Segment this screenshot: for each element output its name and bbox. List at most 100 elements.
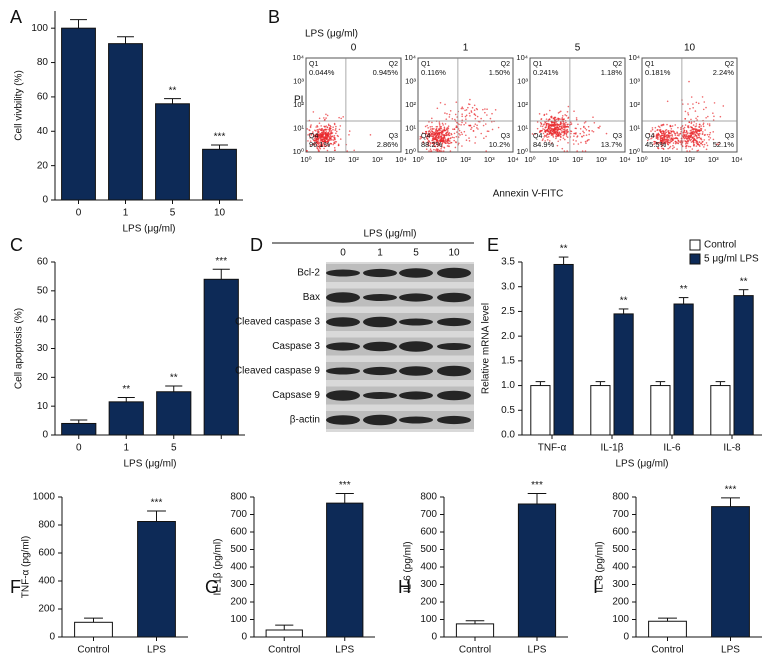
event-dot	[683, 135, 686, 137]
y-tick-label: 500	[230, 544, 247, 555]
event-dot	[585, 142, 587, 144]
event-dot	[316, 124, 318, 127]
event-dot	[444, 112, 446, 114]
event-dot	[549, 131, 552, 134]
y-tick-label: 300	[420, 579, 437, 590]
event-dot	[463, 123, 465, 126]
y-tick-label: 500	[612, 544, 629, 555]
event-dot	[565, 133, 568, 136]
event-dot	[584, 140, 587, 143]
event-dot	[587, 125, 590, 128]
event-dot	[334, 149, 336, 151]
event-dot	[337, 144, 340, 147]
event-dot	[427, 127, 429, 129]
event-dot	[546, 128, 549, 131]
event-dot	[319, 142, 321, 144]
event-dot	[688, 121, 691, 124]
event-dot	[650, 130, 652, 132]
event-dot	[665, 137, 668, 139]
y-tick-label: 600	[420, 527, 437, 538]
legend-label: 5 μg/ml LPS	[704, 254, 759, 265]
event-dot	[313, 144, 316, 146]
y-tick-label: 200	[612, 597, 629, 608]
y-tick-label: 0	[241, 632, 247, 643]
event-dot	[701, 133, 704, 135]
event-dot	[440, 137, 442, 140]
event-dot	[669, 142, 671, 144]
event-dot	[429, 128, 432, 130]
event-dot	[712, 112, 714, 114]
event-dot	[449, 150, 452, 152]
y-tick-label: 800	[420, 492, 437, 503]
event-dot	[473, 113, 476, 115]
event-dot	[468, 140, 471, 142]
event-dot	[692, 124, 695, 126]
event-dot	[583, 122, 586, 124]
event-dot	[320, 125, 322, 127]
quadrant-percent: 0.116%	[421, 68, 446, 77]
event-dot	[454, 146, 457, 149]
event-dot	[690, 96, 693, 98]
event-dot	[472, 130, 475, 132]
event-dot	[474, 136, 477, 138]
event-dot	[555, 118, 558, 121]
event-dot	[335, 140, 338, 143]
flow-x-tick: 10²	[460, 155, 471, 164]
event-dot	[575, 118, 578, 121]
bar	[202, 148, 237, 201]
event-dot	[563, 124, 566, 126]
event-dot	[674, 132, 677, 135]
flow-dose: 0	[351, 43, 357, 54]
event-dot	[435, 129, 437, 131]
bar	[203, 278, 239, 436]
event-dot	[554, 131, 557, 134]
event-dot	[318, 122, 321, 124]
event-dot	[318, 128, 321, 131]
event-dot	[468, 137, 470, 139]
event-dot	[446, 140, 448, 143]
bar	[590, 385, 611, 436]
event-dot	[692, 144, 695, 147]
panel-letter: D	[250, 235, 263, 255]
event-dot	[334, 127, 337, 130]
event-dot	[581, 150, 584, 152]
event-dot	[430, 150, 432, 152]
event-dot	[687, 125, 690, 127]
event-dot	[319, 147, 322, 150]
flow-dose: 1	[463, 43, 469, 54]
blot-band	[326, 390, 360, 401]
event-dot	[705, 106, 707, 109]
event-dot	[666, 135, 669, 138]
event-dot	[451, 136, 454, 139]
event-dot	[446, 112, 448, 115]
y-tick-label: 1000	[33, 492, 56, 503]
event-dot	[662, 130, 665, 133]
y-tick-label: 600	[612, 527, 629, 538]
event-dot	[556, 133, 559, 136]
y-tick-label: 400	[420, 562, 437, 573]
event-dot	[550, 142, 553, 144]
event-dot	[682, 136, 685, 139]
bar	[108, 43, 143, 201]
panel-letter: B	[268, 7, 280, 27]
y-tick-label: 50	[37, 285, 49, 296]
event-dot	[685, 134, 688, 136]
event-dot	[694, 110, 697, 112]
event-dot	[700, 125, 702, 127]
event-dot	[658, 126, 661, 128]
event-dot	[436, 148, 439, 151]
event-dot	[675, 136, 677, 139]
event-dot	[437, 133, 439, 136]
flow-y-tick: 10⁰	[629, 147, 640, 156]
event-dot	[654, 142, 656, 145]
event-dot	[692, 103, 694, 105]
flow-y-tick: 10⁴	[292, 53, 304, 62]
x-tick-label: 1	[123, 208, 129, 219]
event-dot	[329, 137, 332, 140]
panel-letter: C	[10, 235, 23, 255]
event-dot	[562, 134, 565, 137]
event-dot	[707, 115, 709, 118]
event-dot	[431, 127, 433, 130]
bar	[265, 629, 303, 638]
event-dot	[324, 131, 327, 134]
